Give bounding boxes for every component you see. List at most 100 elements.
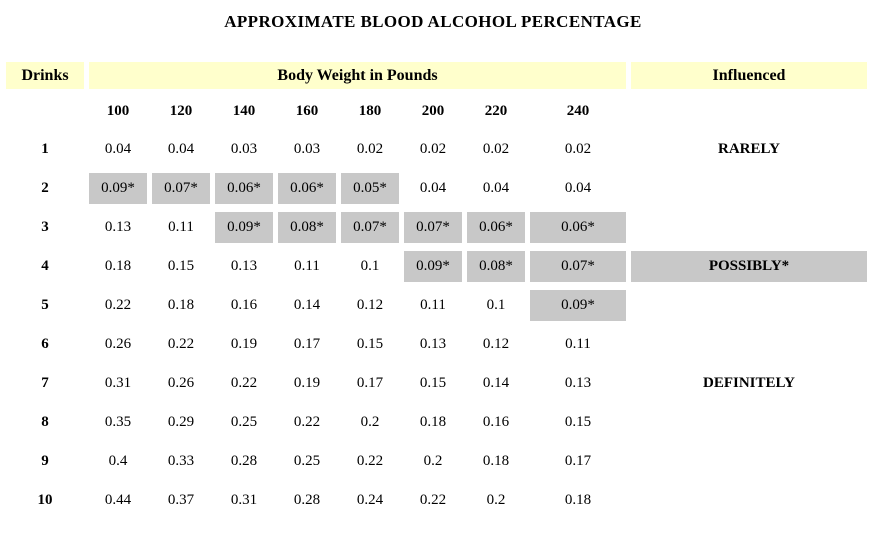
influenced-cell: POSSIBLY* [631,251,867,282]
bac-cell: 0.04 [482,180,510,196]
bac-cell: 0.44 [104,492,132,508]
table-row-drinks-6: 6 0.26 0.22 0.19 0.17 0.15 0.13 0.12 0.11 [6,329,867,360]
bac-cell: 0.28 [293,492,321,508]
table-row-drinks-8: 8 0.35 0.29 0.25 0.22 0.2 0.18 0.16 0.15 [6,407,867,438]
drinks-cell: 1 [41,141,49,157]
bac-cell: 0.22 [230,375,258,391]
bac-cell: 0.13 [419,336,447,352]
bac-cell: 0.13 [104,219,132,235]
drinks-cell: 7 [41,375,49,391]
influenced-cell [631,485,867,516]
bac-cell: 0.08* [278,212,336,243]
table-row-drinks-2: 2 0.09* 0.07* 0.06* 0.06* 0.05* 0.04 0.04 0.04 [6,173,867,204]
bac-cell: 0.25 [293,453,321,469]
empty-cell [6,97,84,126]
bac-cell: 0.22 [104,297,132,313]
bac-cell: 0.06* [467,212,525,243]
bac-cell: 0.08* [467,251,525,282]
bac-cell: 0.02 [419,141,447,157]
bac-cell: 0.1 [360,258,380,274]
table-row-drinks-7: 7 0.31 0.26 0.22 0.19 0.17 0.15 0.14 0.13 DEFINIT… [6,368,867,399]
bac-cell: 0.1 [486,297,506,313]
bac-cell: 0.11 [294,258,320,274]
bac-cell: 0.2 [423,453,443,469]
bac-cell: 0.19 [293,375,321,391]
weight-header-200: 200 [421,103,445,119]
bac-cell: 0.06* [278,173,336,204]
bac-cell: 0.11 [420,297,446,313]
bac-cell: 0.28 [230,453,258,469]
bac-cell: 0.31 [104,375,132,391]
bac-cell: 0.18 [482,453,510,469]
bac-cell: 0.25 [230,414,258,430]
bac-cell: 0.4 [108,453,128,469]
weight-header-240: 240 [566,103,590,119]
bac-cell: 0.18 [167,297,195,313]
bac-cell: 0.33 [167,453,195,469]
bac-cell: 0.16 [482,414,510,430]
bac-cell: 0.12 [356,297,384,313]
influenced-column-header: Influenced [631,62,867,89]
bac-cell: 0.19 [230,336,258,352]
bac-cell: 0.09* [215,212,273,243]
bac-cell: 0.14 [482,375,510,391]
table-row-drinks-9: 9 0.4 0.33 0.28 0.25 0.22 0.2 0.18 0.17 [6,446,867,477]
table-row-drinks-1: 1 0.04 0.04 0.03 0.03 0.02 0.02 0.02 0.02 RARELY [6,134,867,165]
drinks-cell: 4 [41,258,49,274]
bac-cell: 0.07* [152,173,210,204]
weight-header-220: 220 [484,103,508,119]
bac-cell: 0.14 [293,297,321,313]
bac-cell: 0.37 [167,492,195,508]
page-title: APPROXIMATE BLOOD ALCOHOL PERCENTAGE [224,12,642,31]
weight-header-100: 100 [106,103,130,119]
drinks-column-header: Drinks [6,62,84,89]
weight-header-180: 180 [358,103,382,119]
weight-header-160: 160 [295,103,319,119]
bac-cell: 0.11 [168,219,194,235]
bac-cell: 0.18 [104,258,132,274]
bac-cell: 0.15 [356,336,384,352]
bac-cell: 0.22 [293,414,321,430]
influenced-cell: RARELY [718,141,780,157]
bac-cell: 0.05* [341,173,399,204]
bac-cell: 0.11 [565,336,591,352]
table-header-row: Drinks Body Weight in Pounds Influenced [6,62,867,89]
influenced-cell [631,446,867,477]
bac-cell: 0.2 [486,492,506,508]
table-row-drinks-3: 3 0.13 0.11 0.09* 0.08* 0.07* 0.07* 0.06* 0.06* [6,212,867,243]
bac-cell: 0.02 [356,141,384,157]
bac-cell: 0.02 [482,141,510,157]
bac-cell: 0.2 [360,414,380,430]
bac-cell: 0.09* [530,290,626,321]
bac-cell: 0.35 [104,414,132,430]
bac-cell: 0.09* [404,251,462,282]
bac-cell: 0.03 [230,141,258,157]
bac-cell: 0.09* [89,173,147,204]
bac-cell: 0.26 [167,375,195,391]
blood-alcohol-table: Drinks Body Weight in Pounds Influenced … [1,54,872,524]
influenced-cell [631,407,867,438]
bac-cell: 0.22 [419,492,447,508]
drinks-cell: 9 [41,453,49,469]
bac-cell: 0.29 [167,414,195,430]
weight-header-120: 120 [169,103,193,119]
bac-cell: 0.04 [167,141,195,157]
bac-cell: 0.04 [104,141,132,157]
bac-cell: 0.06* [530,212,626,243]
bac-cell: 0.17 [356,375,384,391]
drinks-cell: 6 [41,336,49,352]
bac-cell: 0.07* [341,212,399,243]
bac-cell: 0.26 [104,336,132,352]
bac-cell: 0.07* [530,251,626,282]
table-row-drinks-4: 4 0.18 0.15 0.13 0.11 0.1 0.09* 0.08* 0.07* POSSI… [6,251,867,282]
bac-cell: 0.22 [167,336,195,352]
bac-cell: 0.03 [293,141,321,157]
bac-cell: 0.24 [356,492,384,508]
body-weight-column-header: Body Weight in Pounds [89,62,626,89]
drinks-cell: 5 [41,297,49,313]
bac-cell: 0.16 [230,297,258,313]
bac-cell: 0.17 [293,336,321,352]
drinks-cell: 10 [37,492,53,508]
weights-header-row: 100 120 140 160 180 200 220 240 [6,97,867,126]
influenced-cell [631,212,867,243]
